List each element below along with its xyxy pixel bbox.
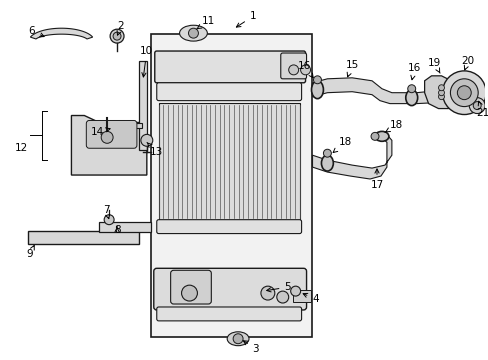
Circle shape (300, 65, 310, 75)
Ellipse shape (179, 25, 207, 41)
Bar (139, 61, 146, 150)
Text: 7: 7 (102, 205, 109, 219)
Text: 11: 11 (196, 16, 215, 29)
Circle shape (407, 85, 415, 93)
Circle shape (456, 86, 470, 100)
Circle shape (290, 286, 300, 296)
Circle shape (141, 134, 152, 146)
Circle shape (472, 102, 480, 109)
Circle shape (110, 29, 124, 43)
Text: 9: 9 (26, 246, 34, 260)
Circle shape (188, 28, 198, 38)
Circle shape (113, 32, 121, 40)
Text: 16: 16 (297, 61, 312, 78)
Text: 15: 15 (345, 60, 358, 77)
Text: 3: 3 (243, 341, 259, 354)
Text: 4: 4 (303, 293, 318, 304)
Text: 13: 13 (147, 143, 163, 157)
Circle shape (370, 132, 378, 140)
Text: 8: 8 (114, 225, 120, 235)
Text: 2: 2 (117, 21, 124, 35)
Text: 20: 20 (461, 56, 474, 70)
Text: 18: 18 (332, 137, 351, 153)
Text: 1: 1 (236, 11, 256, 27)
Text: 19: 19 (427, 58, 440, 73)
Circle shape (181, 285, 197, 301)
Text: 6: 6 (28, 26, 44, 37)
FancyBboxPatch shape (86, 121, 137, 148)
FancyBboxPatch shape (157, 307, 301, 321)
Ellipse shape (311, 81, 323, 99)
Text: 14: 14 (90, 127, 110, 138)
Bar (107, 123, 142, 129)
Circle shape (233, 334, 243, 344)
Ellipse shape (321, 155, 333, 171)
Text: 5: 5 (266, 282, 290, 292)
FancyBboxPatch shape (280, 53, 306, 79)
Polygon shape (312, 78, 436, 104)
Circle shape (261, 286, 274, 300)
Polygon shape (30, 28, 92, 39)
Circle shape (442, 71, 485, 114)
Polygon shape (312, 132, 391, 179)
Bar (150, 34, 311, 337)
Circle shape (101, 131, 113, 143)
Circle shape (468, 98, 484, 113)
Circle shape (313, 76, 321, 84)
Polygon shape (71, 116, 146, 175)
Bar (28, 231, 139, 244)
Circle shape (438, 94, 444, 100)
Text: 10: 10 (140, 46, 153, 77)
Text: 21: 21 (475, 101, 488, 117)
Text: 18: 18 (384, 121, 403, 132)
Circle shape (288, 65, 298, 75)
FancyBboxPatch shape (154, 51, 305, 83)
Text: 16: 16 (407, 63, 421, 80)
FancyBboxPatch shape (170, 270, 211, 304)
Ellipse shape (227, 332, 248, 346)
Circle shape (276, 291, 288, 303)
Ellipse shape (374, 131, 388, 141)
Circle shape (438, 85, 444, 91)
FancyBboxPatch shape (157, 220, 301, 234)
Text: 17: 17 (369, 169, 383, 190)
Circle shape (323, 149, 331, 157)
Ellipse shape (405, 90, 417, 105)
FancyBboxPatch shape (157, 83, 301, 101)
Circle shape (104, 215, 114, 225)
Bar (99, 222, 150, 231)
Bar (159, 103, 299, 220)
Polygon shape (424, 76, 457, 109)
Circle shape (449, 79, 477, 107)
Bar (292, 290, 310, 302)
Text: 12: 12 (15, 143, 28, 153)
FancyBboxPatch shape (153, 268, 306, 310)
Circle shape (438, 90, 444, 96)
